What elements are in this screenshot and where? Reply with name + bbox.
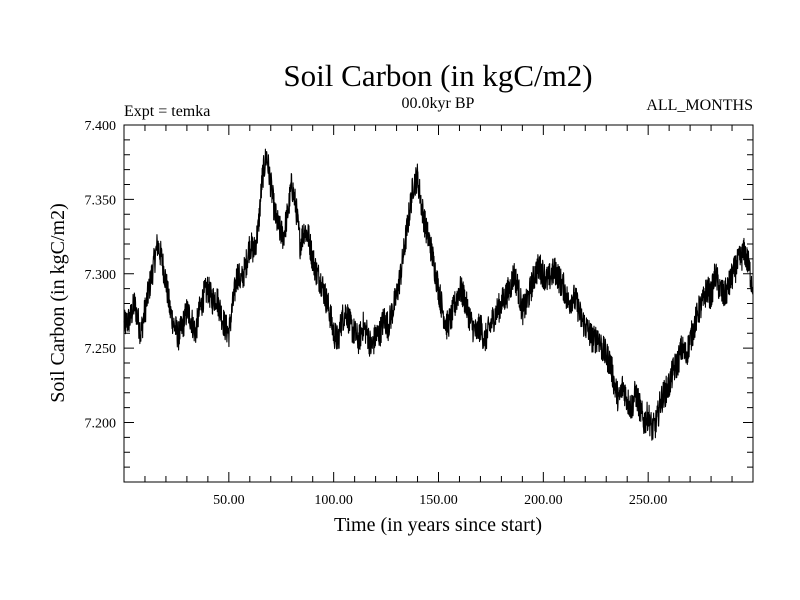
y-axis-label: Soil Carbon (in kgC/m2) [47,203,69,402]
x-tick-label: 250.00 [629,493,668,508]
x-tick-label: 50.00 [213,493,245,508]
y-axis: 7.200 7.250 7.300 7.350 7.400 [85,119,753,468]
series-line [123,148,754,441]
x-tick-label: 100.00 [314,493,353,508]
series-layer [123,148,754,441]
y-tick-label: 7.400 [85,119,117,134]
months-label: ALL_MONTHS [646,97,753,114]
x-tick-label: 150.00 [419,493,458,508]
x-tick-label: 200.00 [524,493,563,508]
period-label: 00.0kyr BP [402,95,475,112]
y-tick-label: 7.200 [85,417,117,432]
y-tick-label: 7.300 [85,268,117,283]
experiment-label: Expt = temka [124,103,210,120]
chart-title: Soil Carbon (in kgC/m2) [283,58,592,93]
x-axis: 50.00 100.00 150.00 200.00 250.00 [144,125,733,508]
y-tick-label: 7.250 [85,342,117,357]
y-tick-label: 7.350 [85,193,117,208]
x-axis-label: Time (in years since start) [334,514,542,536]
